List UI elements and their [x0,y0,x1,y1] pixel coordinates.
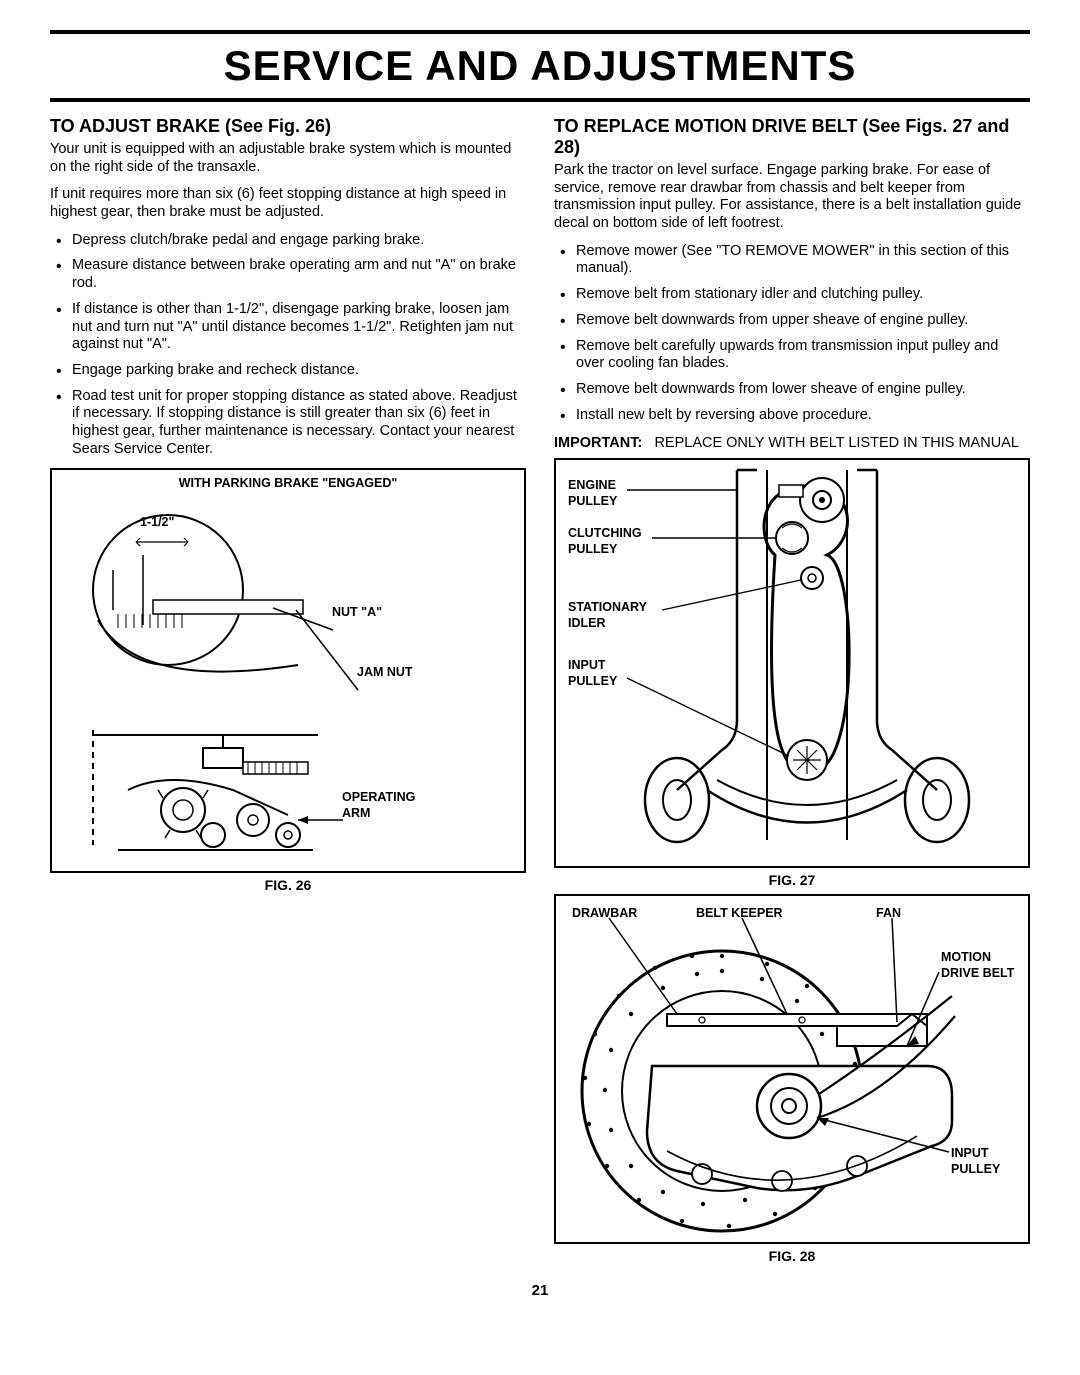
fig26-dim-label: 1-1/2" [140,515,174,529]
belt-heading: TO REPLACE MOTION DRIVE BELT (See Figs. … [554,116,1030,158]
left-column: TO ADJUST BRAKE (See Fig. 26) Your unit … [50,116,526,1270]
right-column: TO REPLACE MOTION DRIVE BELT (See Figs. … [554,116,1030,1270]
brake-intro: Your unit is equipped with an adjustable… [50,141,526,176]
fig28-input2: PULLEY [951,1162,1000,1176]
fig27-engine2: PULLEY [568,494,617,508]
fig26-oparm2-label: ARM [342,806,370,820]
fig26-inner-title: WITH PARKING BRAKE "ENGAGED" [52,470,524,490]
fig26-diagram [52,490,524,860]
fig27-idler2: IDLER [568,616,606,630]
list-item: If distance is other than 1-1/2", diseng… [50,301,526,354]
fig26-nut-a-label: NUT "A" [332,605,382,619]
list-item: Depress clutch/brake pedal and engage pa… [50,232,526,250]
important-note: IMPORTANT: REPLACE ONLY WITH BELT LISTED… [554,434,1030,452]
fig28-drawbar: DRAWBAR [572,906,637,920]
fig27-clutch1: CLUTCHING [568,526,642,540]
fig26-caption: FIG. 26 [50,877,526,893]
fig27-clutch2: PULLEY [568,542,617,556]
fig27-input1: INPUT [568,658,606,672]
list-item: Install new belt by reversing above proc… [554,407,1030,425]
two-column-layout: TO ADJUST BRAKE (See Fig. 26) Your unit … [50,116,1030,1270]
fig26-jamnut-label: JAM NUT [357,665,413,679]
list-item: Remove belt from stationary idler and cl… [554,286,1030,304]
belt-steps: Remove mower (See "TO REMOVE MOWER" in t… [554,243,1030,425]
fig27-engine1: ENGINE [568,478,616,492]
figure-27: ENGINE PULLEY CLUTCHING PULLEY STATIONAR… [554,458,1030,868]
brake-heading: TO ADJUST BRAKE (See Fig. 26) [50,116,526,137]
fig27-input2: PULLEY [568,674,617,688]
fig28-motion1: MOTION [941,950,991,964]
important-label: IMPORTANT: [554,435,642,451]
figure-26: WITH PARKING BRAKE "ENGAGED" 1-1/2" NUT … [50,468,526,873]
fig27-idler1: STATIONARY [568,600,647,614]
list-item: Remove mower (See "TO REMOVE MOWER" in t… [554,243,1030,278]
fig27-diagram [556,460,1028,865]
fig26-oparm1-label: OPERATING [342,790,415,804]
list-item: Measure distance between brake operating… [50,257,526,292]
brake-steps: Depress clutch/brake pedal and engage pa… [50,232,526,459]
fig28-motion2: DRIVE BELT [941,966,1014,980]
list-item: Engage parking brake and recheck distanc… [50,362,526,380]
fig28-keeper: BELT KEEPER [696,906,783,920]
fig27-caption: FIG. 27 [554,872,1030,888]
page-number: 21 [50,1282,1030,1299]
list-item: Remove belt carefully upwards from trans… [554,338,1030,373]
figure-28: DRAWBAR BELT KEEPER FAN MOTION DRIVE BEL… [554,894,1030,1244]
brake-condition: If unit requires more than six (6) feet … [50,186,526,221]
page-title: SERVICE AND ADJUSTMENTS [50,30,1030,102]
fig28-diagram [556,896,1028,1241]
list-item: Remove belt downwards from lower sheave … [554,381,1030,399]
list-item: Remove belt downwards from upper sheave … [554,312,1030,330]
belt-intro: Park the tractor on level surface. Engag… [554,162,1030,233]
fig28-input1: INPUT [951,1146,989,1160]
fig28-fan: FAN [876,906,901,920]
important-text: REPLACE ONLY WITH BELT LISTED IN THIS MA… [654,435,1018,451]
list-item: Road test unit for proper stopping dista… [50,388,526,459]
fig28-caption: FIG. 28 [554,1248,1030,1264]
